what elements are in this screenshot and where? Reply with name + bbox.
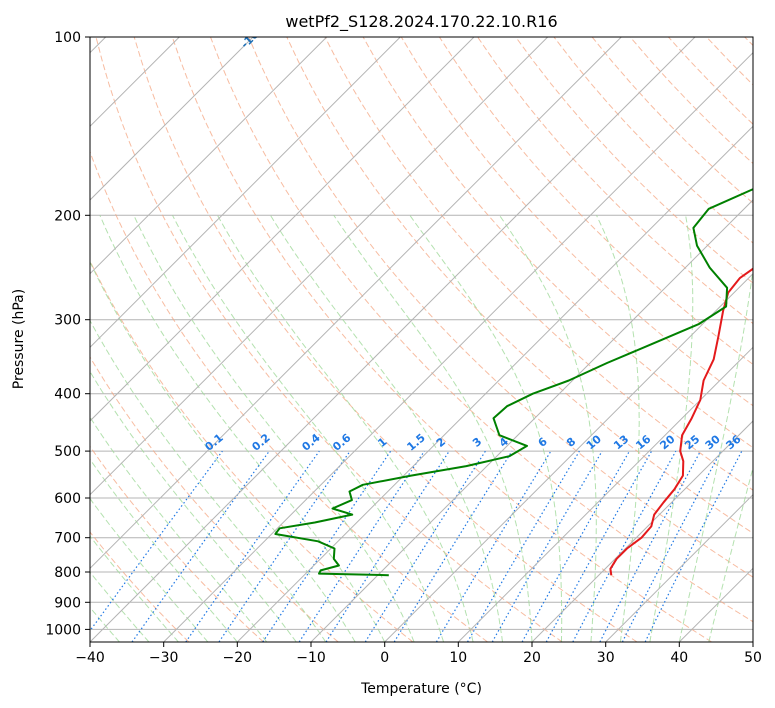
dry-adiabat-line (400, 37, 753, 407)
moist-adiabat-line (649, 215, 694, 642)
x-axis: −40 −30 −20 −10 0 10 20 30 40 50 (75, 642, 762, 666)
x-tick-label: 50 (744, 650, 762, 666)
y-axis: 100 200 300 400 500 600 700 800 900 1000 (45, 30, 90, 638)
isotherm-line (90, 37, 622, 570)
y-tick-label: 300 (54, 313, 81, 329)
mixing-ratio-line (325, 450, 450, 642)
y-tick-label: 800 (54, 565, 81, 581)
y-tick-label: 500 (54, 444, 81, 460)
isotherm-line (236, 125, 753, 642)
dry-adiabat-line (90, 531, 190, 642)
isotherm-line (90, 37, 328, 275)
isotherm-line (384, 272, 753, 642)
moist-adiabat-line (90, 416, 268, 642)
plot-frame (89, 36, 754, 643)
x-tick-label: −20 (223, 650, 253, 666)
moist-adiabat-line (90, 497, 209, 642)
y-tick-label: 600 (54, 491, 81, 507)
mixing-ratio-line (218, 450, 351, 642)
x-tick-label: 0 (380, 650, 389, 666)
moist-adiabat-line (270, 215, 503, 642)
x-tick-label: 10 (449, 650, 467, 666)
mixing-ratio-line (521, 450, 631, 642)
dry-adiabat-line (515, 37, 753, 284)
dry-adiabat-line (95, 37, 563, 642)
moist-adiabat-line (333, 215, 533, 642)
isotherm-line (457, 346, 753, 642)
mixing-ratio-line (545, 450, 653, 642)
y-tick-label: 200 (54, 208, 81, 224)
isotherm-line (90, 37, 254, 201)
isotherm-line (605, 493, 753, 642)
dry-adiabat-line (438, 37, 753, 366)
dry-adiabat-line (133, 37, 638, 642)
y-tick-label: 100 (54, 30, 81, 46)
x-tick-label: 30 (597, 650, 615, 666)
dry-adiabat-line (90, 356, 339, 642)
mixing-ratio-line (90, 450, 223, 632)
isotherm-line (310, 199, 753, 642)
dry-adiabat-line (248, 37, 753, 578)
moist-adiabat-line (678, 265, 753, 642)
mixing-ratio-line (644, 450, 743, 642)
moist-adiabat-line (172, 215, 445, 642)
isotherm-line (531, 420, 753, 642)
mixing-ratio-line (131, 450, 270, 642)
moist-adiabat-line (90, 319, 327, 642)
x-tick-label: −10 (296, 650, 326, 666)
mixing-ratio-line (298, 450, 425, 642)
moist-adiabat-line (499, 215, 597, 642)
moist-adiabat-line (90, 260, 356, 642)
isotherm-line (163, 51, 753, 642)
moist-adiabat-line (90, 370, 297, 642)
y-tick-label: 400 (54, 387, 81, 403)
dry-adiabat-line (210, 37, 753, 623)
y-tick-label: 1000 (45, 622, 81, 638)
moist-adiabat-line (409, 215, 563, 642)
moist-adiabat-line (90, 571, 150, 642)
moist-adiabat-line (708, 466, 753, 642)
isotherm-line (90, 37, 696, 642)
plot-area: 0.10.20.40.611.52346810131620253036-100-… (90, 37, 753, 642)
moist-adiabat-line (217, 215, 474, 642)
x-tick-label: 40 (670, 650, 688, 666)
isotherm-line (90, 37, 475, 422)
moist-adiabat-line (90, 535, 179, 642)
chart-title: wetPf2_S128.2024.170.22.10.R16 (285, 12, 557, 32)
x-axis-label: Temperature (°C) (360, 681, 482, 697)
moist-adiabat-line (90, 458, 238, 642)
y-tick-label: 700 (54, 531, 81, 547)
y-axis-label: Pressure (hPa) (11, 289, 27, 389)
dry-adiabat-line (90, 150, 488, 642)
moist-adiabat-line (596, 215, 640, 642)
mixing-ratio-line (262, 450, 392, 642)
temperature-line (609, 267, 753, 576)
x-tick-label: −30 (149, 650, 179, 666)
dry-adiabat-line (171, 37, 712, 642)
y-tick-label: 900 (54, 595, 81, 611)
mixing-ratio-line (393, 450, 513, 642)
isotherm-line (90, 37, 401, 349)
dry-adiabat-line (90, 445, 264, 642)
isotherm-line (90, 37, 549, 496)
dewpoint-line (274, 188, 753, 577)
x-tick-label: −40 (75, 650, 105, 666)
x-tick-label: 20 (523, 650, 541, 666)
mixing-ratio-line (185, 450, 320, 642)
